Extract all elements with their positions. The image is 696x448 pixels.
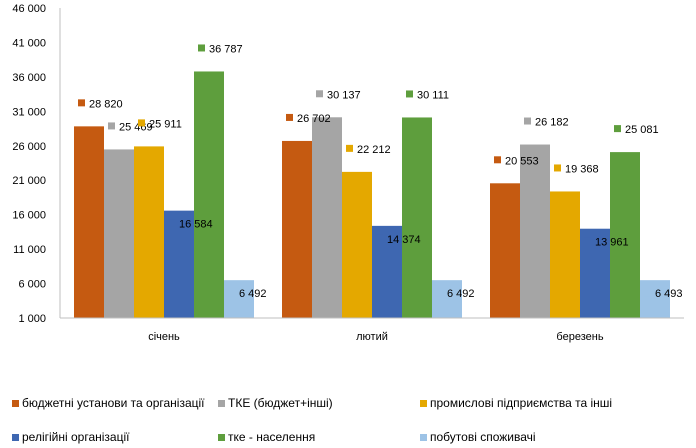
data-label-marker: [644, 289, 651, 297]
data-label-marker: [524, 117, 531, 125]
legend-swatch: [420, 399, 427, 407]
data-label-marker: [406, 90, 413, 98]
data-label-marker: [376, 234, 383, 242]
bar: [640, 280, 670, 318]
data-label: 13 961: [595, 237, 629, 249]
bar: [74, 126, 104, 319]
data-label: 20 553: [505, 155, 539, 167]
y-tick-label: 11 000: [13, 244, 46, 256]
data-label-marker: [346, 144, 353, 152]
data-label: 16 584: [179, 219, 213, 231]
bar: [402, 117, 432, 319]
data-label: 28 820: [89, 98, 123, 110]
category-label: березень: [556, 331, 603, 343]
legend-item: бюджетні установи та організації: [12, 396, 205, 410]
data-label: 6 493: [655, 288, 683, 300]
data-label-marker: [316, 90, 323, 98]
category-label: лютий: [356, 331, 388, 343]
bar: [610, 152, 640, 318]
legend-label: ТКЕ (бюджет+інші): [228, 396, 333, 410]
data-label: 14 374: [387, 234, 421, 246]
legend-label: тке - населення: [228, 430, 316, 444]
data-label: 6 492: [447, 288, 475, 300]
legend: бюджетні установи та організації ТКЕ (бюд…: [0, 390, 696, 448]
data-label-marker: [228, 289, 235, 297]
data-label-marker: [494, 156, 501, 164]
data-label: 25 469: [119, 121, 153, 133]
data-label-marker: [614, 125, 621, 133]
y-tick-label: 6 000: [18, 279, 46, 291]
data-label: 22 212: [357, 144, 391, 156]
bar: [224, 280, 254, 318]
bar: [194, 71, 224, 318]
y-tick-label: 21 000: [12, 175, 46, 187]
y-tick-label: 16 000: [12, 210, 46, 222]
legend-label: бюджетні установи та організації: [22, 396, 205, 410]
data-label-marker: [78, 99, 85, 107]
legend-label: промислові підприємства та інші: [430, 396, 613, 410]
data-label: 25 081: [625, 124, 659, 136]
data-label-marker: [138, 119, 145, 127]
legend-swatch: [420, 433, 427, 441]
legend-swatch: [12, 399, 19, 407]
data-label-marker: [168, 219, 175, 227]
bar: [312, 117, 342, 318]
legend-item: промислові підприємства та інші: [420, 396, 612, 410]
legend-item: ТКЕ (бюджет+інші): [218, 396, 333, 410]
bar: [342, 171, 372, 318]
legend-swatch: [12, 433, 19, 441]
data-label: 19 368: [565, 163, 599, 175]
legend-swatch: [218, 399, 225, 407]
data-label: 6 492: [239, 288, 267, 300]
y-tick-label: 41 000: [12, 37, 46, 49]
legend-item: тке - населення: [218, 430, 315, 444]
data-label: 36 787: [209, 43, 243, 55]
category-labels: січень лютий березень: [148, 331, 604, 343]
data-label-marker: [584, 237, 591, 245]
data-label: 26 182: [535, 117, 569, 129]
bars: [74, 71, 670, 319]
data-label: 26 702: [297, 113, 331, 125]
bar: [164, 210, 194, 318]
legend-item: релігійні організації: [12, 430, 129, 444]
data-label-marker: [436, 289, 443, 297]
bar: [550, 191, 580, 318]
data-label-marker: [554, 164, 561, 172]
y-axis-ticks: 1 000 6 000 11 000 16 000 21 000 26 000 31 000…: [12, 3, 46, 325]
category-label: січень: [148, 331, 180, 343]
bar: [520, 144, 550, 318]
y-tick-label: 1 000: [18, 313, 46, 325]
y-tick-label: 26 000: [12, 141, 46, 153]
y-tick-label: 46 000: [12, 3, 46, 15]
legend-label: побутові споживачі: [430, 430, 536, 444]
data-label: 30 111: [417, 89, 449, 101]
bar: [282, 140, 312, 318]
y-tick-label: 31 000: [12, 106, 46, 118]
bar: [104, 149, 134, 318]
data-label-marker: [286, 113, 293, 121]
legend-swatch: [218, 433, 225, 441]
data-label-marker: [198, 44, 205, 52]
data-label: 30 137: [327, 89, 361, 101]
legend-label: релігійні організації: [22, 430, 130, 444]
legend-item: побутові споживачі: [420, 430, 536, 444]
bar: [490, 183, 520, 318]
y-tick-label: 36 000: [12, 72, 46, 84]
bar: [432, 280, 462, 318]
data-label-marker: [108, 122, 115, 130]
data-label: 25 911: [149, 118, 182, 130]
bar: [134, 146, 164, 318]
